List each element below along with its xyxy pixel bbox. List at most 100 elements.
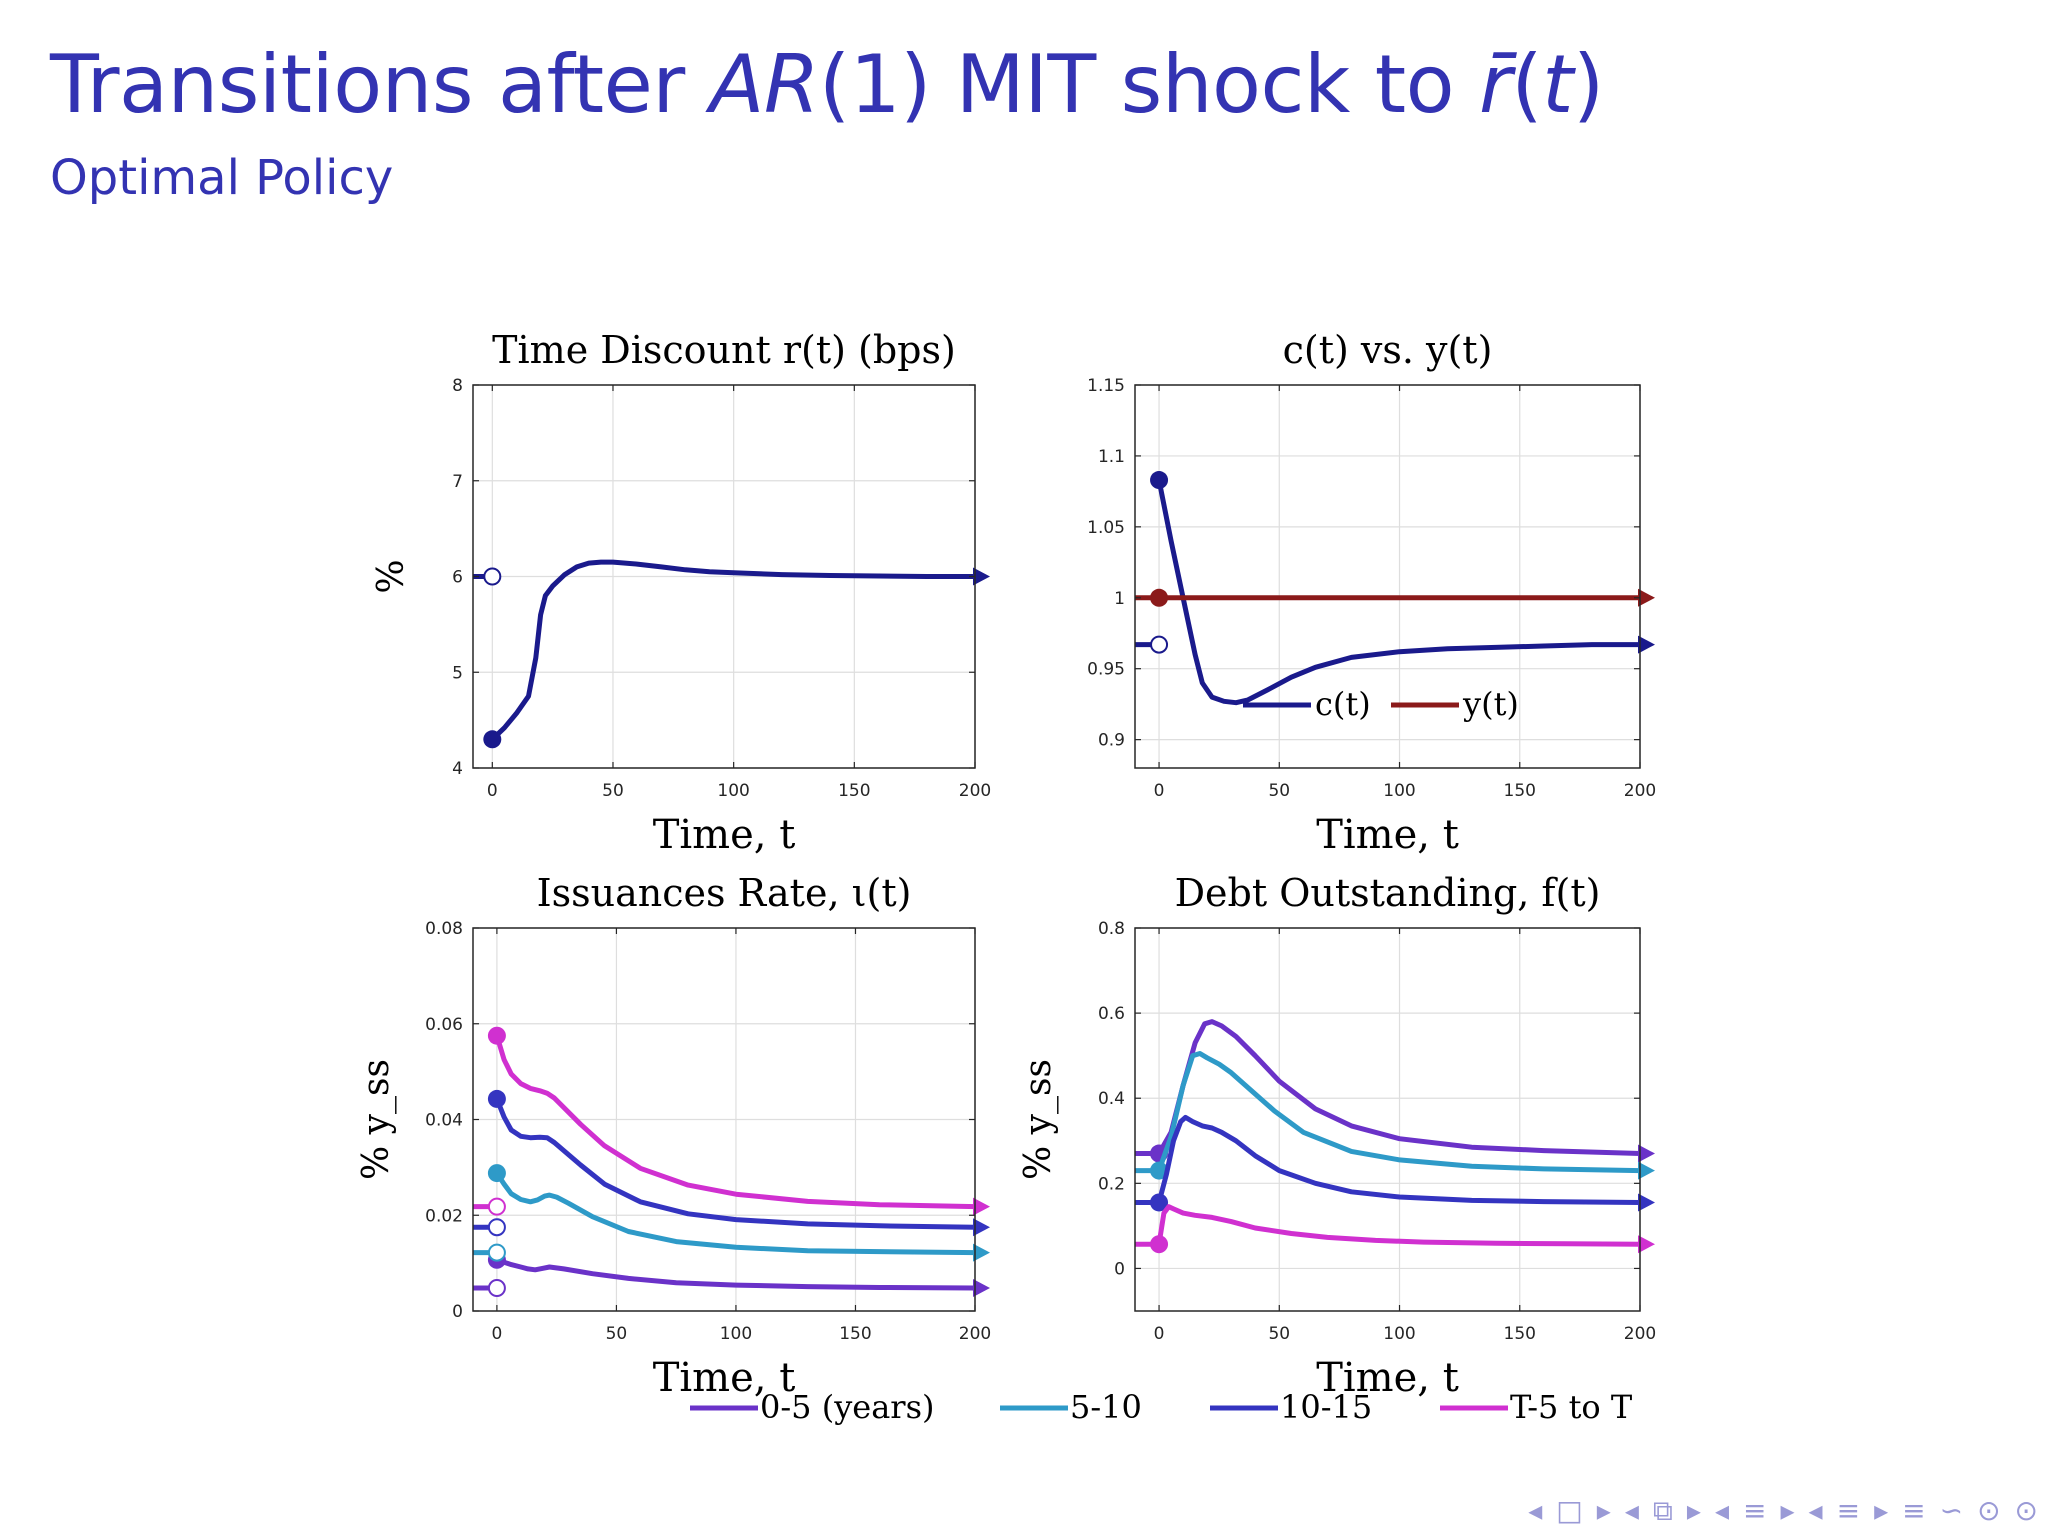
x-tick-label: 150 [839,1324,871,1344]
nav-icon-3[interactable]: ◂ [1624,1494,1639,1527]
x-tick-label: 0 [1154,781,1165,801]
y-tick-label: 1.15 [1087,376,1125,396]
nav-icon-8[interactable]: ▸ [1780,1494,1795,1527]
x-axis-label: Time, t [653,1355,796,1401]
x-tick-label: 50 [602,781,624,801]
y-tick-label: 0 [452,1302,463,1322]
y-tick-label: 0.06 [425,1015,463,1035]
x-tick-label: 200 [959,781,991,801]
series-0-5-years--end-arrow [973,1279,990,1298]
axes-box [1134,384,1641,769]
x-tick-label: 100 [717,781,749,801]
x-tick-label: 100 [720,1324,752,1344]
series-0-5-years--line [494,1257,978,1291]
x-tick-label: 50 [1268,1324,1290,1344]
panel-f: 0 50 100 150 200 0 0.2 0.4 0.6 0.8 Debt Outstandin… [1018,871,1656,1401]
legend-entry: T-5 to T [1510,1388,1633,1426]
x-tick-label: 150 [1504,1324,1536,1344]
y-tick-label: 7 [452,472,463,492]
y-tick-label: 0.4 [1098,1089,1125,1109]
y-axis-label: % [371,559,412,593]
y-tick-label: 0.9 [1098,731,1125,751]
y-tick-label: 1.1 [1098,447,1125,467]
series-y-t--start-marker [1150,588,1169,607]
y-tick-label: 1 [1114,589,1125,609]
plot-area [1135,385,1640,768]
x-tick-label: 150 [838,781,870,801]
plot-area [1135,928,1640,1311]
y-tick-label: 0.2 [1098,1174,1125,1194]
nav-icon-1[interactable]: □ [1556,1494,1583,1527]
panel-title: Time Discount r(t) (bps) [492,328,956,372]
y-tick-label: 0.6 [1098,1004,1125,1024]
series-5-10-start-marker [1150,1161,1169,1180]
panel-title: Issuances Rate, ι(t) [537,871,912,915]
axes-box [1134,927,1641,1312]
y-tick-label: 5 [452,663,463,683]
slide-title: Transitions after AR(1) MIT shock to r̄(… [50,38,1604,131]
series-5-10-line [494,1170,978,1256]
y-tick-label: 0.04 [425,1111,463,1131]
y-tick-label: 0.8 [1098,919,1125,939]
series-5-10-end-arrow [1638,1161,1655,1180]
x-tick-label: 0 [491,1324,502,1344]
y-axis-label: % y_ss [356,1059,397,1180]
legend-entry: 5-10 [1070,1388,1142,1426]
series-c-t--start-marker [1150,471,1169,490]
legend-entry: c(t) [1315,685,1371,723]
nav-icon-5[interactable]: ▸ [1686,1494,1701,1527]
nav-icon-10[interactable]: ≡ [1836,1494,1861,1527]
series-t-5-to-t-ss-marker [487,1197,506,1216]
series-0-5-years--ss-marker [487,1279,506,1298]
x-tick-label: 100 [1383,1324,1415,1344]
legend-entry: y(t) [1462,685,1519,723]
series-10-15-ss-marker [487,1218,506,1237]
series-10-15-line [494,1096,978,1230]
panel-r: 0 50 100 150 200 4 5 6 7 8 Time Discount r(t) (bps… [371,328,991,858]
nav-icon-2[interactable]: ▸ [1596,1494,1611,1527]
nav-icon-4[interactable]: ⧉ [1652,1494,1673,1527]
x-tick-label: 200 [959,1324,991,1344]
series-0-ss-marker [483,567,502,586]
x-tick-label: 0 [1154,1324,1165,1344]
series-10-15-end-arrow [1638,1193,1655,1212]
y-tick-label: 1.05 [1087,518,1125,538]
nav-icon-12[interactable]: ≡ [1902,1494,1926,1527]
nav-icon-14[interactable]: ⊙ [1977,1494,2001,1527]
series-t-5-to-t-end-arrow [1638,1235,1655,1254]
series-5-10-ss-marker [487,1243,506,1262]
series-y-t--end-arrow [1638,588,1655,607]
y-tick-label: 0.02 [425,1206,463,1226]
panel-cy: 0 50 100 150 200 0.9 0.95 1 1.05 1.1 1.15 c(t) vs. … [1087,328,1656,858]
beamer-nav-bar[interactable]: ◂ □ ▸ ◂ ⧉ ▸ ◂ ≡ ▸ ◂ ≡ ▸ ≡ ∽ ⊙ ⊙ [1528,1494,2038,1528]
nav-icon-7[interactable]: ≡ [1743,1494,1767,1527]
panel-iota: 0 50 100 150 200 0 0.02 0.04 0.06 0.08 Issuances R… [356,871,991,1401]
x-tick-label: 100 [1383,781,1415,801]
x-tick-label: 200 [1624,1324,1656,1344]
series-c-t--end-arrow [1638,635,1655,654]
series-0-line [489,559,978,742]
legend-entry: 0-5 (years) [760,1388,934,1426]
y-tick-label: 4 [452,759,463,779]
nav-icon-6[interactable]: ◂ [1714,1494,1729,1527]
legend-entry: 10-15 [1280,1388,1372,1426]
y-tick-label: 0.08 [425,919,463,939]
series-5-10-line [1156,1051,1643,1174]
series-10-15-line [1156,1114,1643,1205]
y-tick-label: 0 [1114,1259,1125,1279]
x-tick-label: 200 [1624,781,1656,801]
series-t-5-to-t-line [494,1033,978,1210]
series-t-5-to-t-start-marker [487,1026,506,1045]
slide-subtitle: Optimal Policy [50,150,394,206]
nav-icon-9[interactable]: ◂ [1808,1494,1823,1527]
x-tick-label: 50 [606,1324,628,1344]
series-t-5-to-t-line [1156,1204,1643,1247]
nav-icon-11[interactable]: ▸ [1874,1494,1889,1527]
series-10-15-start-marker [1150,1193,1169,1212]
panel-title: Debt Outstanding, f(t) [1175,871,1601,915]
nav-icon-15[interactable]: ⊙ [2014,1494,2038,1527]
nav-icon-13[interactable]: ∽ [1939,1494,1964,1527]
nav-icon-0[interactable]: ◂ [1528,1494,1543,1527]
x-tick-label: 0 [487,781,498,801]
